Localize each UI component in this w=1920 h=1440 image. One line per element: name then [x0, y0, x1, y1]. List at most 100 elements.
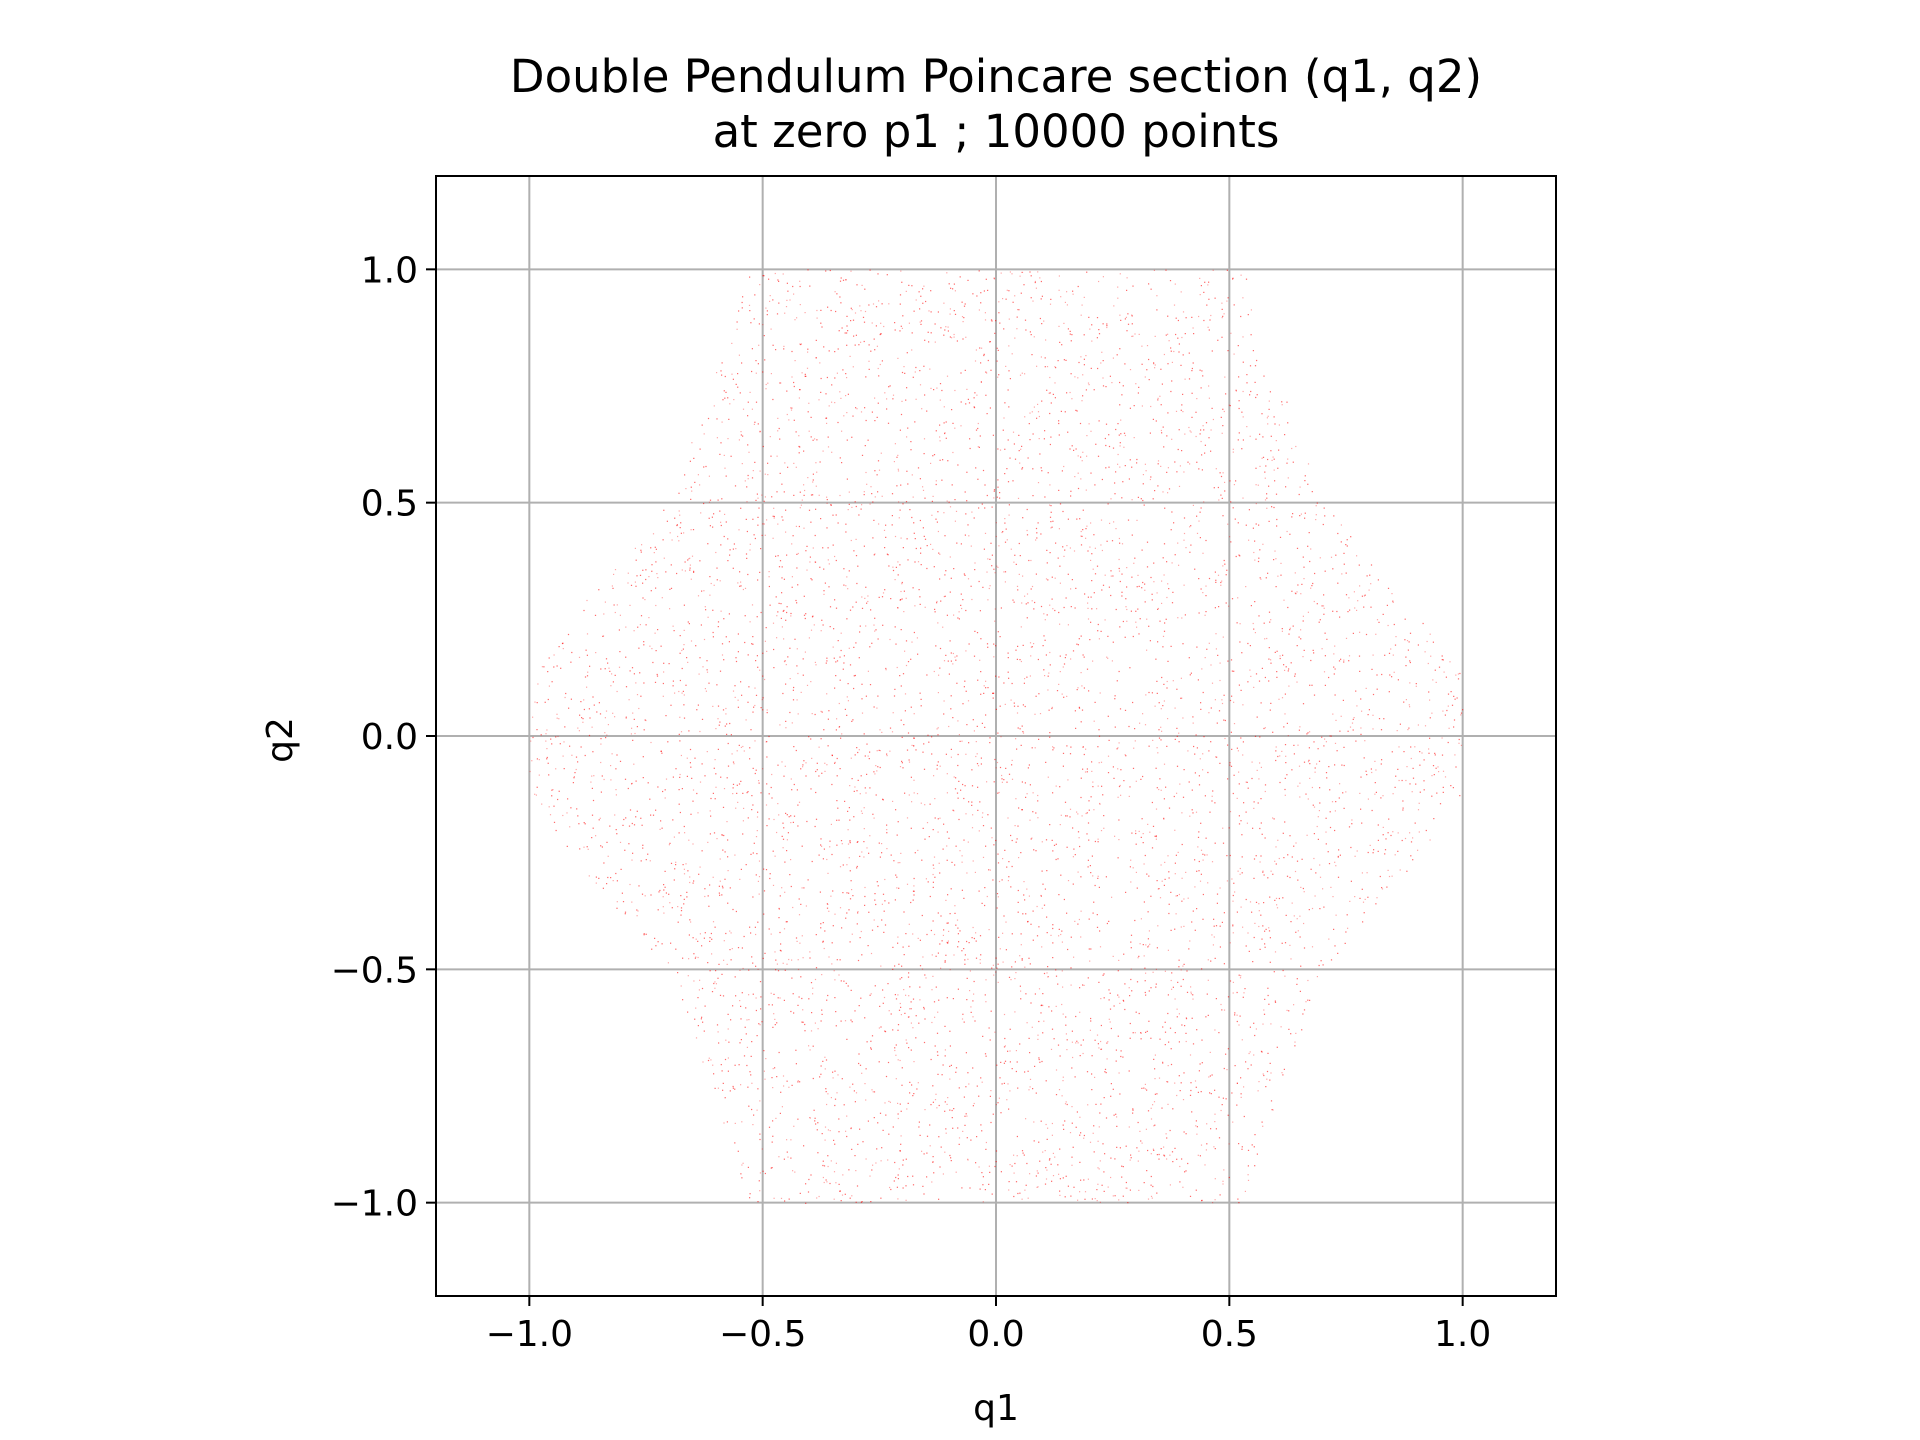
scatter-point	[1003, 571, 1005, 573]
scatter-point	[686, 757, 688, 759]
scatter-point	[873, 1091, 876, 1093]
scatter-point	[1067, 779, 1069, 781]
scatter-point	[1144, 991, 1146, 994]
scatter-point	[725, 636, 727, 638]
scatter-point	[809, 1049, 811, 1051]
scatter-point	[1071, 445, 1073, 447]
scatter-point	[1207, 882, 1209, 884]
scatter-point	[982, 1201, 984, 1203]
scatter-point	[642, 844, 644, 846]
scatter-point	[1098, 886, 1100, 888]
scatter-point	[1167, 467, 1169, 469]
scatter-point	[1287, 458, 1289, 460]
scatter-point	[793, 462, 795, 464]
scatter-point	[827, 306, 829, 308]
scatter-point	[852, 719, 854, 721]
scatter-point	[895, 1054, 897, 1056]
scatter-point	[1409, 832, 1411, 834]
scatter-point	[739, 878, 741, 880]
scatter-point	[1119, 580, 1121, 583]
scatter-point	[901, 327, 903, 329]
scatter-point	[840, 840, 843, 842]
scatter-point	[890, 854, 892, 856]
scatter-point	[583, 846, 585, 848]
scatter-point	[766, 756, 768, 758]
scatter-point	[744, 480, 746, 482]
scatter-point	[1207, 1014, 1209, 1016]
scatter-point	[897, 607, 899, 609]
scatter-point	[852, 1083, 854, 1085]
scatter-point	[712, 1064, 714, 1066]
scatter-point	[1134, 333, 1136, 335]
scatter-point	[845, 585, 847, 587]
scatter-point	[834, 997, 836, 999]
scatter-point	[764, 359, 766, 361]
scatter-point	[1004, 1060, 1007, 1062]
scatter-point	[1185, 871, 1187, 873]
scatter-point	[787, 1156, 789, 1158]
scatter-point	[1179, 1165, 1181, 1168]
scatter-point	[1294, 675, 1296, 677]
scatter-point	[956, 919, 959, 921]
scatter-point	[1044, 1150, 1046, 1152]
scatter-point	[971, 804, 973, 806]
scatter-point	[901, 977, 903, 979]
scatter-point	[890, 1013, 892, 1015]
scatter-point	[746, 1019, 748, 1021]
scatter-point	[1008, 1189, 1010, 1191]
scatter-point	[931, 989, 933, 991]
scatter-point	[1200, 849, 1203, 851]
scatter-point	[1034, 747, 1036, 749]
scatter-point	[1207, 979, 1209, 981]
scatter-point	[1222, 1183, 1224, 1185]
scatter-point	[1013, 1172, 1015, 1174]
scatter-point	[1280, 562, 1282, 564]
scatter-point	[755, 997, 757, 999]
scatter-point	[680, 910, 683, 912]
scatter-point	[969, 970, 971, 972]
scatter-point	[960, 543, 962, 545]
scatter-point	[826, 1181, 828, 1183]
scatter-point	[805, 762, 807, 764]
scatter-point	[702, 1021, 704, 1023]
scatter-point	[971, 827, 974, 829]
scatter-point	[988, 1027, 990, 1029]
scatter-point	[1097, 623, 1099, 626]
scatter-point	[1274, 423, 1276, 425]
scatter-point	[861, 607, 864, 609]
scatter-point	[1211, 934, 1213, 936]
scatter-point	[821, 326, 823, 328]
scatter-point	[838, 1118, 840, 1120]
scatter-point	[1119, 784, 1121, 787]
scatter-point	[1332, 713, 1334, 715]
scatter-point	[784, 861, 786, 863]
scatter-point	[803, 494, 805, 496]
scatter-point	[1024, 319, 1027, 321]
scatter-point	[990, 1090, 992, 1092]
scatter-point	[720, 521, 722, 523]
scatter-point	[773, 818, 775, 821]
scatter-point	[1073, 956, 1075, 958]
scatter-point	[1235, 480, 1237, 482]
scatter-point	[726, 733, 728, 735]
scatter-point	[578, 823, 580, 825]
scatter-point	[978, 890, 980, 892]
scatter-point	[824, 582, 826, 584]
scatter-point	[879, 1112, 882, 1114]
scatter-point	[1297, 785, 1299, 787]
scatter-point	[1223, 1067, 1225, 1070]
scatter-point	[1153, 1058, 1155, 1060]
scatter-point	[1402, 809, 1404, 811]
scatter-point	[1178, 959, 1180, 961]
scatter-point	[1275, 493, 1278, 495]
scatter-points	[529, 269, 1464, 1204]
scatter-point	[1289, 627, 1291, 629]
scatter-point	[1099, 930, 1101, 932]
scatter-point	[937, 1011, 939, 1013]
scatter-point	[1225, 1098, 1227, 1100]
scatter-point	[1096, 608, 1098, 610]
scatter-point	[1035, 527, 1038, 530]
scatter-point	[724, 513, 726, 515]
scatter-point	[976, 753, 978, 755]
scatter-point	[1152, 1104, 1154, 1106]
